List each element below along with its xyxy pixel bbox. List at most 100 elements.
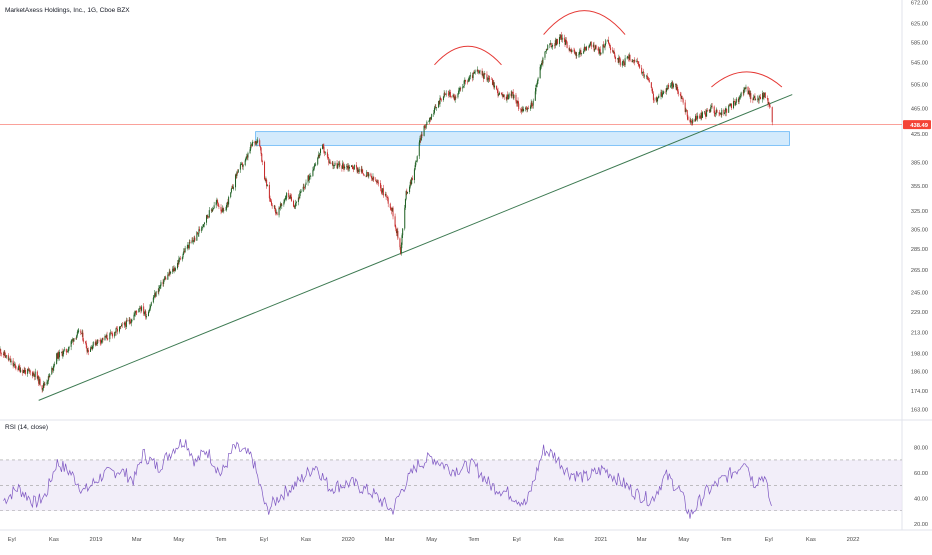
candle-body <box>34 371 36 377</box>
candle-body <box>666 88 668 92</box>
candle-body <box>168 274 170 276</box>
candle-body <box>186 247 188 249</box>
candle-body <box>25 369 27 374</box>
candle-body <box>308 175 310 180</box>
candle-body <box>101 338 103 341</box>
candle-body <box>618 57 620 63</box>
candle-body <box>517 100 519 104</box>
time-tick-label: 2021 <box>594 537 607 543</box>
candle-body <box>212 208 214 210</box>
candle-body <box>3 351 5 355</box>
candle-body <box>121 324 123 326</box>
candle-body <box>399 238 401 248</box>
candle-body <box>486 74 488 80</box>
candle-body <box>745 86 747 89</box>
candle-body <box>734 101 736 105</box>
candle-body <box>680 95 682 99</box>
time-tick-label: Kas <box>49 537 59 543</box>
candle-body <box>624 58 626 66</box>
candle-body <box>464 79 466 81</box>
candle-body <box>440 97 442 100</box>
candle-body <box>651 87 653 91</box>
rsi-tick-label: 80.00 <box>914 446 928 452</box>
candle-body <box>27 368 29 371</box>
candle-body <box>328 161 330 163</box>
price-tick-label: 545.00 <box>911 61 928 67</box>
candle-body <box>275 208 277 214</box>
candle-body <box>710 107 712 112</box>
candle-body <box>719 113 721 114</box>
candle-body <box>433 107 435 113</box>
candle-body <box>39 379 41 386</box>
candle-body <box>130 321 132 324</box>
candle-body <box>133 314 135 321</box>
candle-body <box>621 62 623 66</box>
candle-body <box>135 311 137 312</box>
candle-body <box>63 348 65 351</box>
candle-body <box>91 346 93 350</box>
candle-body <box>0 349 2 354</box>
time-tick-label: Tem <box>216 537 227 543</box>
candle-body <box>436 107 438 109</box>
candle-body <box>203 222 205 225</box>
candle-body <box>699 118 701 119</box>
candle-body <box>536 81 538 85</box>
candle-body <box>588 45 590 47</box>
candle-body <box>356 167 358 172</box>
candle-body <box>682 98 684 103</box>
candle-body <box>66 351 68 353</box>
candle-body <box>15 365 17 369</box>
candle-body <box>438 100 440 108</box>
candle-body <box>646 75 648 78</box>
candle-body <box>730 103 732 109</box>
candle-body <box>447 93 449 95</box>
candle-body <box>41 385 43 390</box>
candle-body <box>322 144 324 149</box>
candle-body <box>42 388 44 390</box>
candle-body <box>172 268 174 272</box>
candle-body <box>206 215 208 218</box>
candle-body <box>177 262 179 264</box>
candle-body <box>518 103 520 110</box>
candle-body <box>274 205 276 209</box>
candle-body <box>739 96 741 98</box>
candle-body <box>743 89 745 94</box>
candle-body <box>72 339 74 342</box>
candle-body <box>67 351 69 353</box>
candle-body <box>148 311 150 317</box>
candle-body <box>13 365 15 366</box>
candle-body <box>690 121 692 123</box>
price-tick-label: 305.00 <box>911 227 928 233</box>
candle-body <box>646 75 648 77</box>
candle-body <box>19 367 21 372</box>
candle-body <box>691 122 693 123</box>
candle-body <box>512 92 514 99</box>
candle-body <box>202 224 204 227</box>
candle-body <box>57 352 59 359</box>
candle-body <box>757 98 759 101</box>
candle-body <box>502 93 504 98</box>
candle-body <box>305 182 307 185</box>
candle-body <box>643 72 645 77</box>
candle-body <box>368 173 370 177</box>
pattern-arc <box>711 71 783 88</box>
candle-body <box>154 293 156 297</box>
candle-body <box>362 173 364 175</box>
candle-body <box>584 46 586 50</box>
candle-body <box>357 169 359 172</box>
candle-body <box>36 371 38 379</box>
candle-body <box>520 109 522 110</box>
candle-body <box>140 308 142 311</box>
candle-body <box>392 207 394 217</box>
candle-body <box>445 93 447 95</box>
candle-body <box>400 247 402 254</box>
candle-body <box>416 161 418 162</box>
candle-body <box>83 340 85 342</box>
candle-body <box>58 351 60 358</box>
candle-body <box>686 109 688 111</box>
candle-body <box>670 85 672 87</box>
candle-body <box>112 333 114 337</box>
candle-body <box>357 169 359 172</box>
candle-body <box>445 93 447 95</box>
